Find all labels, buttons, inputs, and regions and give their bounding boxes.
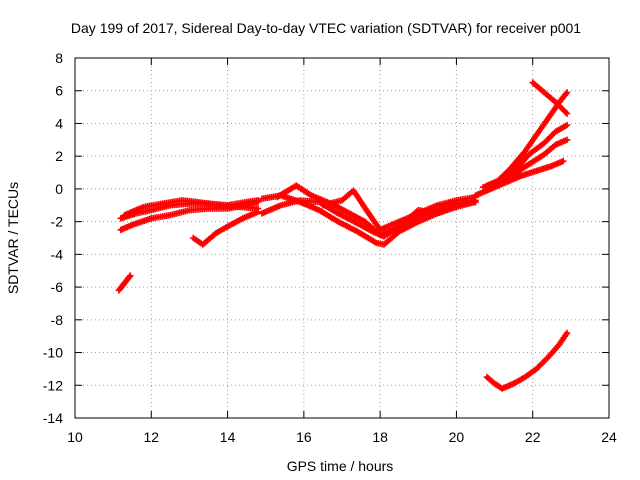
plot-border bbox=[74, 57, 610, 419]
data-points bbox=[115, 79, 571, 392]
data-point bbox=[563, 136, 571, 144]
y-tick-label: -8 bbox=[51, 312, 64, 328]
y-tick-label: 2 bbox=[55, 148, 63, 164]
x-tick-label: 18 bbox=[372, 429, 388, 445]
y-tick-label: -4 bbox=[51, 246, 64, 262]
series-8 bbox=[273, 182, 479, 238]
data-point bbox=[126, 273, 133, 281]
y-tick-label: 8 bbox=[55, 50, 63, 66]
y-tick-label: -10 bbox=[43, 345, 63, 361]
x-tick-label: 24 bbox=[601, 429, 617, 445]
data-point bbox=[254, 197, 262, 204]
series-4 bbox=[121, 197, 262, 219]
x-tick-label: 12 bbox=[143, 429, 159, 445]
series-14 bbox=[529, 79, 571, 117]
y-tick-label: -14 bbox=[43, 410, 63, 426]
y-tick-label: 0 bbox=[55, 181, 63, 197]
data-point bbox=[560, 157, 567, 165]
x-tick-label: 20 bbox=[449, 429, 465, 445]
y-axis-label: SDTVAR / TECUs bbox=[5, 182, 21, 294]
series-15 bbox=[483, 329, 571, 392]
x-axis-label: GPS time / hours bbox=[287, 458, 394, 474]
data-point bbox=[254, 208, 262, 216]
y-tick-label: -6 bbox=[51, 279, 64, 295]
y-tick-label: 4 bbox=[55, 115, 63, 131]
x-tick-label: 16 bbox=[296, 429, 312, 445]
chart-title: Day 199 of 2017, Sidereal Day-to-day VTE… bbox=[71, 20, 581, 36]
series-1 bbox=[115, 272, 134, 294]
x-tick-label: 22 bbox=[525, 429, 541, 445]
series-10 bbox=[472, 157, 567, 199]
y-tick-label: -2 bbox=[51, 214, 64, 230]
data-point bbox=[562, 109, 569, 116]
data-point bbox=[127, 272, 134, 279]
data-point bbox=[563, 329, 571, 337]
series-5 bbox=[190, 208, 262, 248]
series-12 bbox=[483, 121, 571, 189]
y-tick-label: 6 bbox=[55, 83, 63, 99]
x-tick-label: 14 bbox=[220, 429, 236, 445]
y-tick-label: -12 bbox=[43, 377, 63, 393]
x-tick-label: 10 bbox=[67, 429, 83, 445]
data-point bbox=[563, 110, 571, 117]
series-9 bbox=[319, 187, 479, 234]
data-point bbox=[563, 89, 571, 96]
series-13 bbox=[491, 89, 571, 188]
data-point bbox=[563, 121, 571, 129]
